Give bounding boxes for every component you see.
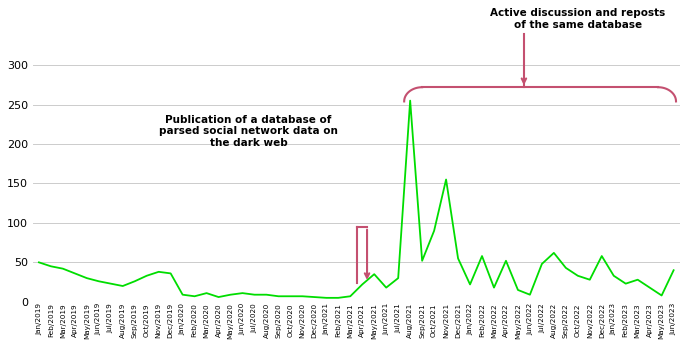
Text: Active discussion and reposts
of the same database: Active discussion and reposts of the sam… (490, 8, 665, 30)
Text: Publication of a database of
parsed social network data on
the dark web: Publication of a database of parsed soci… (159, 115, 338, 148)
